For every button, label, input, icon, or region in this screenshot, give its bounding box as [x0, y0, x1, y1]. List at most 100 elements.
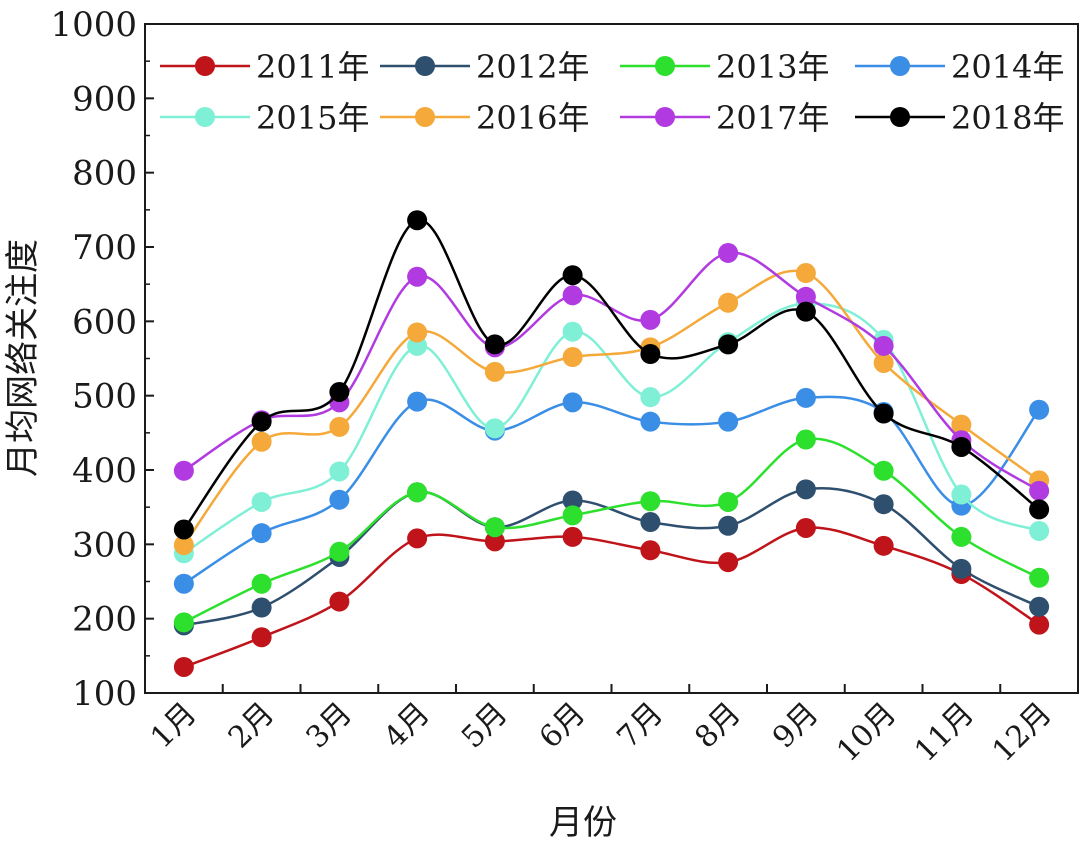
- point-2018-9: [795, 301, 816, 322]
- legend-label: 2012年: [476, 48, 589, 86]
- point-2012-7: [640, 512, 661, 533]
- legend-marker: [890, 56, 910, 76]
- point-2013-8: [718, 491, 739, 512]
- point-2017-10: [873, 335, 894, 356]
- point-2013-12: [1029, 567, 1050, 588]
- point-2013-11: [951, 526, 972, 547]
- legend-label: 2015年: [256, 99, 369, 137]
- point-2017-6: [562, 285, 583, 306]
- legend-item-2015: 2015年: [160, 99, 369, 137]
- legend-label: 2013年: [716, 48, 829, 86]
- point-2015-5: [484, 418, 505, 439]
- point-2017-12: [1029, 480, 1050, 501]
- point-2014-2: [251, 523, 272, 544]
- point-2018-10: [873, 403, 894, 424]
- legend-item-2012: 2012年: [380, 48, 589, 86]
- y-tick-label: 800: [72, 154, 137, 194]
- point-2014-7: [640, 411, 661, 432]
- x-tick-label: 3月: [300, 696, 359, 755]
- legend: 2011年 2012年 2013年 2014年 2015年 2016年 2017年 2018年: [160, 48, 1064, 137]
- point-2017-7: [640, 309, 661, 330]
- point-2016-11: [951, 414, 972, 435]
- legend-label: 2016年: [476, 99, 589, 137]
- series-line-2013: [183, 437, 1040, 624]
- x-tick-label: 9月: [766, 696, 825, 755]
- point-2014-12: [1029, 399, 1050, 420]
- point-2018-11: [951, 436, 972, 457]
- y-tick-label: 400: [72, 451, 137, 491]
- point-2017-8: [718, 242, 739, 263]
- point-2014-1: [173, 573, 194, 594]
- point-2011-7: [640, 540, 661, 561]
- x-tick-label: 8月: [688, 696, 747, 755]
- x-tick-label: 1月: [144, 696, 203, 755]
- point-2011-1: [173, 656, 194, 677]
- point-2013-4: [407, 482, 428, 503]
- point-2011-8: [718, 552, 739, 573]
- y-axis-title: 月均网络关注度: [3, 239, 43, 477]
- x-axis: 1月 2月 3月 4月 5月 6月 7月 8月 9月 10月 11月 12月: [144, 684, 1079, 769]
- legend-marker: [655, 56, 675, 76]
- series-2011: [173, 517, 1050, 677]
- y-tick-label: 700: [72, 228, 137, 268]
- legend-marker: [195, 107, 215, 127]
- point-2012-9: [795, 479, 816, 500]
- y-tick-label: 500: [72, 377, 137, 417]
- point-2018-12: [1029, 499, 1050, 520]
- point-2013-6: [562, 505, 583, 526]
- point-2011-10: [873, 535, 894, 556]
- point-2016-4: [407, 322, 428, 343]
- point-2016-9: [795, 263, 816, 284]
- y-tick-label: 1000: [50, 5, 137, 45]
- legend-marker: [890, 107, 910, 127]
- point-2013-10: [873, 460, 894, 481]
- x-tick-label: 12月: [986, 696, 1059, 769]
- point-2014-6: [562, 392, 583, 413]
- point-2014-9: [795, 387, 816, 408]
- point-2018-7: [640, 344, 661, 365]
- x-tick-label: 10月: [830, 696, 903, 769]
- legend-label: 2014年: [951, 48, 1064, 86]
- point-2018-3: [329, 381, 350, 402]
- point-2012-10: [873, 494, 894, 515]
- point-2012-8: [718, 515, 739, 536]
- point-2013-7: [640, 491, 661, 512]
- point-2018-1: [173, 519, 194, 540]
- point-2017-4: [407, 266, 428, 287]
- point-2011-9: [795, 517, 816, 538]
- y-tick-label: 200: [72, 600, 137, 640]
- point-2016-1: [173, 535, 194, 556]
- x-tick-label: 5月: [455, 696, 514, 755]
- point-2011-3: [329, 591, 350, 612]
- point-2018-8: [718, 334, 739, 355]
- point-2015-2: [251, 491, 272, 512]
- x-tick-label: 11月: [908, 696, 981, 769]
- point-2011-12: [1029, 614, 1050, 635]
- point-2013-5: [484, 517, 505, 538]
- y-tick-label: 600: [72, 302, 137, 342]
- point-2016-3: [329, 416, 350, 437]
- legend-marker: [655, 107, 675, 127]
- series-2016: [173, 263, 1050, 556]
- series-2018: [173, 210, 1050, 540]
- point-2016-6: [562, 347, 583, 368]
- point-2014-8: [718, 411, 739, 432]
- point-2013-3: [329, 541, 350, 562]
- series-line-2018: [182, 218, 1040, 531]
- point-2015-11: [951, 484, 972, 505]
- point-2012-2: [251, 597, 272, 618]
- x-axis-title: 月份: [549, 803, 617, 843]
- point-2018-2: [251, 411, 272, 432]
- point-2012-12: [1029, 596, 1050, 617]
- point-2012-11: [951, 558, 972, 579]
- point-2017-9: [795, 286, 816, 307]
- point-2016-8: [718, 292, 739, 313]
- y-tick-label: 300: [72, 525, 137, 565]
- point-2014-4: [407, 391, 428, 412]
- legend-marker: [195, 56, 215, 76]
- series-line-2014: [183, 395, 1041, 585]
- x-tick-label: 4月: [377, 696, 436, 755]
- point-2015-3: [329, 461, 350, 482]
- point-2015-12: [1029, 520, 1050, 541]
